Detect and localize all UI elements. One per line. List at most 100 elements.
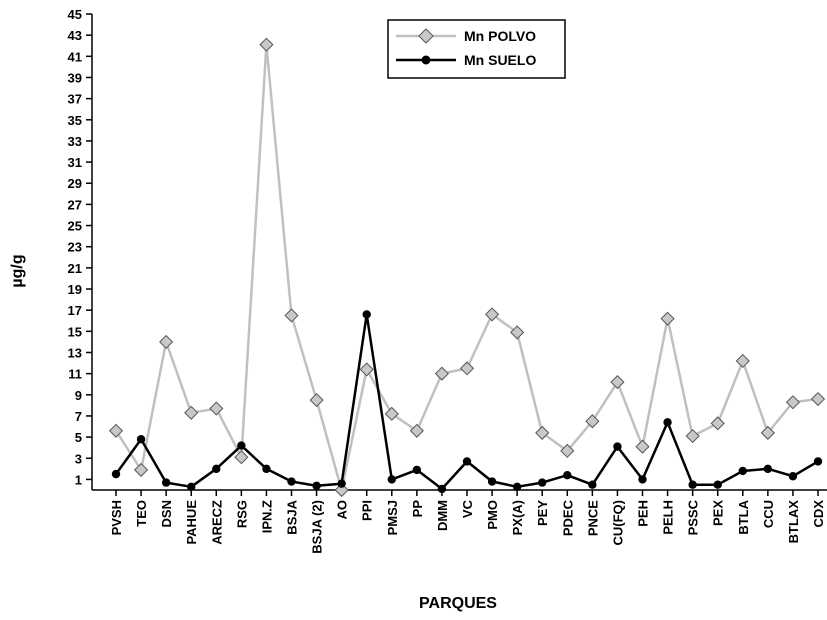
x-tick-label: PAHUE [184,500,199,545]
data-point-suelo [613,442,622,451]
y-tick-label: 9 [75,388,82,403]
data-point-polvo [159,334,174,349]
data-point-suelo [763,464,773,474]
x-tick-label: VC [460,499,475,518]
legend-label-polvo: Mn POLVO [464,28,536,44]
data-point-polvo [485,307,500,322]
data-point-polvo [510,325,525,340]
data-point-polvo [359,362,374,377]
data-point-suelo [111,469,121,479]
y-tick-label: 13 [68,345,82,360]
data-point-suelo [738,466,747,476]
x-axis: PVSH TEO DSN PAHUE ARECZ RSG IPN.Z BSJA BSJA (2)… [92,489,827,554]
data-point-polvo [610,375,625,390]
data-point-polvo [585,414,600,429]
data-point-suelo [287,477,296,486]
data-point-suelo [161,478,171,487]
x-tick-label: PEX [711,500,726,526]
legend-marker-polvo [418,28,434,44]
data-point-polvo [184,405,199,420]
x-tick-label: PP [410,500,425,518]
x-tick-label: CCU [761,500,776,528]
data-point-polvo [710,416,725,431]
y-tick-label: 31 [68,155,82,170]
data-point-polvo [685,428,700,444]
legend-marker-suelo [421,55,431,65]
data-point-polvo [735,353,750,369]
y-tick-label: 41 [68,49,82,64]
data-point-suelo [187,482,196,492]
x-tick-label: CU(FQ) [610,500,625,546]
y-tick-label: 11 [68,367,82,382]
y-tick-label: 3 [75,451,82,466]
data-point-suelo [136,435,146,444]
data-point-polvo [459,361,475,376]
data-point-polvo [760,425,775,440]
x-tick-label: PPI [360,500,375,521]
x-tick-label: CDX [811,500,826,528]
data-point-suelo [437,484,447,494]
data-point-polvo [334,482,349,498]
data-point-polvo [785,395,800,410]
data-point-suelo [312,481,321,490]
x-tick-label: BSJA (2) [310,500,325,554]
y-tick-label: 1 [75,472,82,487]
legend: Mn POLVO Mn SUELO [387,19,566,79]
x-tick-label: IPN.Z [259,500,274,533]
data-point-suelo [688,480,697,489]
x-tick-label: ARECZ [209,500,224,545]
x-tick-label: PMSJ [385,500,400,535]
y-tick-label: 15 [68,324,82,339]
series-layer [108,37,826,498]
data-point-suelo [337,479,346,488]
data-point-suelo [813,457,823,466]
x-tick-label: BTLAX [786,500,801,544]
x-tick-label: PELH [661,500,676,535]
y-tick-label: 5 [75,430,82,445]
data-point-suelo [387,475,396,484]
y-tick-label: 17 [68,303,82,318]
x-tick-label: DMM [435,500,450,531]
y-tick-label: 19 [68,282,82,297]
data-point-suelo [588,480,597,489]
x-tick-label: TEO [134,500,149,527]
data-point-polvo [209,401,224,416]
data-point-polvo [660,311,675,326]
data-point-polvo [259,37,274,52]
data-point-suelo [788,472,798,481]
data-point-polvo [635,439,650,454]
data-point-polvo [134,462,149,477]
data-point-suelo [713,480,722,489]
y-tick-label: 33 [68,134,82,149]
y-axis: 1357911131517192123252729313335373941434… [68,7,93,490]
y-tick-label: 7 [75,409,82,424]
data-point-polvo [108,423,124,438]
y-tick-label: 43 [68,28,82,43]
data-point-polvo [284,308,299,323]
data-point-suelo [412,465,422,475]
data-point-polvo [810,391,826,407]
data-point-suelo [538,478,547,487]
data-point-suelo [638,475,647,484]
y-tick-label: 45 [68,7,82,22]
y-tick-label: 37 [68,92,82,107]
data-point-polvo [409,423,424,438]
data-point-polvo [309,393,324,408]
data-point-suelo [663,418,672,427]
data-point-suelo [362,310,371,319]
y-tick-label: 23 [68,240,82,255]
x-tick-label: PSSC [686,499,701,535]
data-point-suelo [262,464,271,474]
legend-label-suelo: Mn SUELO [464,52,536,68]
x-tick-label: BSJA [285,499,300,534]
x-tick-label: PX(A) [510,500,525,535]
x-tick-label: RSG [234,500,249,528]
y-tick-label: 29 [68,176,82,191]
x-tick-label: PDEC [560,499,575,536]
data-point-suelo [563,470,572,480]
x-axis-title: PARQUES [419,595,497,612]
x-tick-label: PNCE [585,500,600,536]
x-tick-label: PEY [535,500,550,526]
y-tick-label: 27 [68,197,82,212]
data-point-polvo [384,406,399,421]
